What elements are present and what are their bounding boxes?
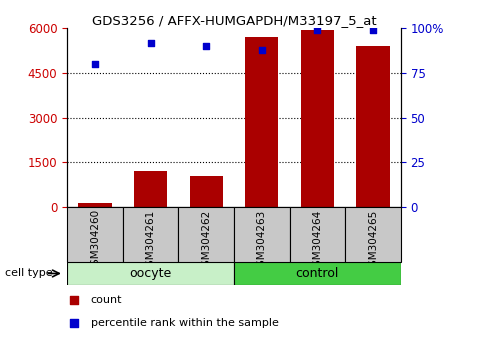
Text: control: control <box>296 267 339 280</box>
Bar <box>123 207 179 262</box>
Bar <box>67 262 234 285</box>
Text: GSM304264: GSM304264 <box>312 209 323 273</box>
Text: cell type: cell type <box>5 268 52 279</box>
Title: GDS3256 / AFFX-HUMGAPDH/M33197_5_at: GDS3256 / AFFX-HUMGAPDH/M33197_5_at <box>92 14 376 27</box>
Point <box>203 44 210 49</box>
Bar <box>245 37 278 207</box>
Text: GSM304263: GSM304263 <box>257 209 267 273</box>
Point <box>70 297 78 303</box>
Text: percentile rank within the sample: percentile rank within the sample <box>91 318 278 328</box>
Bar <box>67 207 123 262</box>
Text: count: count <box>91 295 122 305</box>
Bar <box>179 207 234 262</box>
Point <box>258 47 265 53</box>
Text: GSM304262: GSM304262 <box>201 209 211 273</box>
Point <box>147 40 155 45</box>
Bar <box>78 202 112 207</box>
Text: oocyte: oocyte <box>130 267 172 280</box>
Bar <box>234 207 289 262</box>
Bar <box>134 171 167 207</box>
Bar <box>234 262 401 285</box>
Bar <box>345 207 401 262</box>
Text: GSM304265: GSM304265 <box>368 209 378 273</box>
Bar <box>300 30 334 207</box>
Bar <box>190 176 223 207</box>
Bar <box>356 46 390 207</box>
Bar <box>289 207 345 262</box>
Point <box>369 27 377 33</box>
Point <box>91 61 99 67</box>
Text: GSM304260: GSM304260 <box>90 209 100 273</box>
Point <box>313 27 321 33</box>
Text: GSM304261: GSM304261 <box>145 209 156 273</box>
Point <box>70 320 78 326</box>
